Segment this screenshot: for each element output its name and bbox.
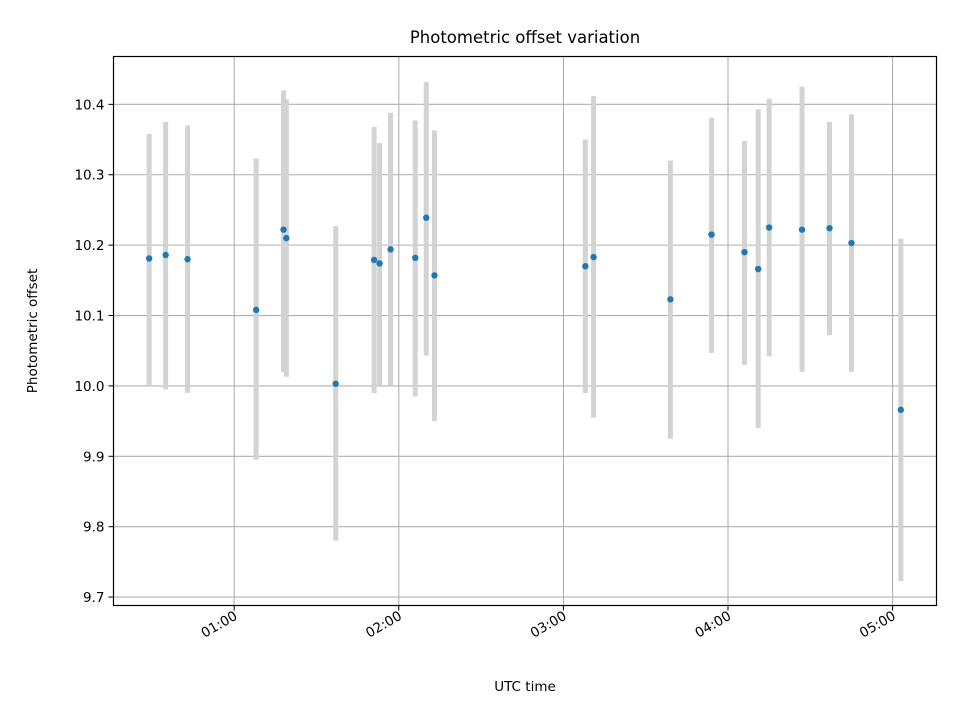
y-tick-label: 10.3 (74, 168, 104, 184)
y-tick-label: 9.9 (83, 449, 104, 465)
data-point (162, 251, 169, 259)
y-tick-label: 9.7 (83, 590, 104, 606)
data-point (765, 224, 773, 231)
y-tick-label: 10.2 (74, 238, 104, 254)
data-point (431, 272, 438, 279)
data-point (332, 380, 339, 387)
data-point (280, 226, 287, 233)
y-tick-label: 10.0 (74, 379, 104, 395)
data-point (423, 214, 430, 221)
data-point (387, 246, 394, 253)
data-point (667, 296, 674, 303)
data-point (370, 256, 378, 264)
data-point (754, 265, 762, 273)
data-point (897, 406, 905, 414)
y-tick-label: 10.4 (74, 97, 104, 113)
data-point (376, 260, 383, 267)
point-layer (145, 214, 905, 414)
data-point (412, 254, 419, 261)
x-axis-label: UTC time (494, 679, 556, 695)
data-point (708, 231, 715, 238)
y-tick-label: 10.1 (74, 309, 104, 325)
data-point (848, 239, 855, 247)
data-point (145, 255, 153, 262)
data-point (826, 225, 833, 232)
grid-layer (113, 56, 937, 606)
data-point (582, 263, 589, 270)
data-point (798, 226, 806, 233)
data-point (741, 248, 748, 256)
plot-frame (112, 55, 938, 607)
y-axis-label: Photometric offset (25, 269, 41, 393)
y-tick-label: 9.8 (83, 520, 104, 536)
data-point (590, 253, 597, 261)
data-point (184, 256, 191, 263)
chart-title: Photometric offset variation (410, 28, 640, 47)
data-point (252, 306, 260, 314)
data-point (283, 234, 290, 242)
